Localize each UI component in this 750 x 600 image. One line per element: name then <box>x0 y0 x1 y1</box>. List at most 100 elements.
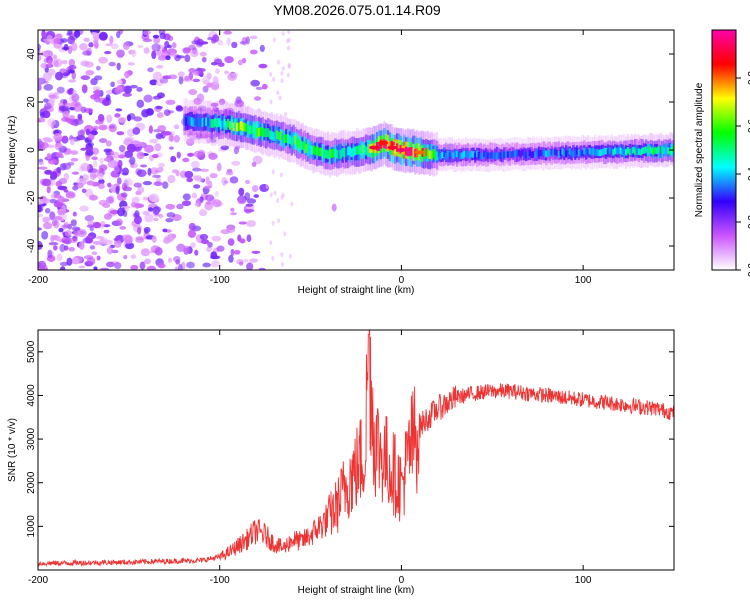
ridge-cell <box>243 122 246 132</box>
ridge-peak <box>369 145 380 150</box>
noise-blob <box>239 261 244 266</box>
noise-blob <box>287 63 291 69</box>
noise-blob <box>205 176 210 185</box>
spectrogram-y-ticks: -40 -20 0 20 40 <box>26 48 674 253</box>
noise-blob <box>81 188 87 193</box>
noise-blob <box>212 34 220 43</box>
noise-blob <box>116 49 125 58</box>
noise-blob <box>49 211 56 221</box>
noise-blob <box>136 87 143 92</box>
ridge-cell <box>406 147 410 157</box>
noise-blob <box>71 71 76 80</box>
noise-blob <box>265 183 269 189</box>
ridge-cell <box>246 125 250 135</box>
noise-blob <box>77 113 83 120</box>
noise-blob <box>41 30 46 39</box>
noise-blob <box>159 32 166 40</box>
noise-blob <box>167 44 172 49</box>
ridge-cell <box>297 139 301 149</box>
noise-blob <box>113 262 122 270</box>
noise-blob <box>212 199 222 208</box>
noise-blob <box>199 168 210 173</box>
noise-blob <box>69 237 78 244</box>
snr-series-line <box>38 330 674 568</box>
ridge-cell <box>554 148 557 155</box>
noise-blob <box>87 142 95 147</box>
noise-blob <box>105 94 111 101</box>
noise-blob <box>107 160 118 169</box>
colorbar-tick-label: 0.6 <box>747 119 750 133</box>
ridge-cell <box>359 146 362 155</box>
ridge-cell <box>490 151 493 159</box>
ridge-cell <box>365 146 368 156</box>
ridge-cell <box>455 150 459 158</box>
noise-blob <box>50 179 56 187</box>
ridge-cell <box>583 147 586 155</box>
noise-blob <box>108 61 116 67</box>
ridge-cell <box>265 128 268 138</box>
ridge-cell <box>234 119 237 129</box>
noise-blob <box>193 150 203 158</box>
noise-blob <box>139 261 146 270</box>
ridge-cell <box>563 150 566 157</box>
ridge-cell <box>612 149 615 156</box>
noise-blob <box>211 235 222 242</box>
ridge-cell <box>308 145 312 154</box>
noise-blob <box>148 193 159 203</box>
noise-blob <box>38 54 42 62</box>
x-tick-label: 0 <box>399 575 405 586</box>
noise-blob <box>249 35 258 40</box>
colorbar-tick-label: 0.8 <box>747 71 750 85</box>
ridge-cell <box>192 118 195 127</box>
ridge-cell <box>339 149 343 159</box>
noise-blob <box>178 75 184 85</box>
noise-blob <box>208 152 218 160</box>
noise-blob <box>199 51 207 57</box>
colorbar-gradient <box>711 29 737 271</box>
noise-blob <box>50 234 55 243</box>
ridge-cell <box>288 135 292 145</box>
ridge-cell <box>426 149 430 158</box>
noise-blob <box>184 170 194 179</box>
noise-blob <box>140 164 148 168</box>
noise-blob <box>91 174 99 178</box>
noise-blob <box>122 92 132 97</box>
noise-blob <box>227 238 235 246</box>
ridge-cell <box>454 150 457 157</box>
snr-x-label: Height of straight line (km) <box>298 585 415 596</box>
noise-blob <box>52 58 63 68</box>
noise-blob <box>249 49 258 55</box>
noise-blob <box>42 137 51 141</box>
ridge-cell <box>584 149 588 156</box>
noise-blob <box>109 35 114 44</box>
ridge-cell <box>336 149 339 159</box>
noise-blob <box>58 102 64 106</box>
noise-blob <box>105 196 114 204</box>
noise-blob <box>61 59 68 65</box>
ridge-cell <box>219 120 223 130</box>
noise-blob <box>254 96 262 101</box>
noise-blob <box>98 31 108 41</box>
noise-blob <box>251 250 261 254</box>
noise-blob <box>286 38 290 44</box>
ridge-cell <box>225 121 228 130</box>
y-tick-label: 3000 <box>26 428 37 451</box>
noise-blob <box>259 44 265 52</box>
noise-blob <box>202 262 211 268</box>
noise-blob <box>182 193 191 201</box>
noise-blob <box>210 251 218 259</box>
noise-blob <box>127 62 135 66</box>
noise-blob <box>165 203 176 210</box>
ridge-cell <box>648 146 651 153</box>
noise-blob <box>167 257 172 263</box>
ridge-cell <box>541 149 544 157</box>
noise-blob <box>124 71 130 79</box>
ridge-cell <box>261 127 264 137</box>
noise-blob <box>201 56 207 63</box>
ridge-cell <box>597 149 601 157</box>
noise-blob <box>255 86 263 90</box>
figure-title: YM08.2026.075.01.14.R09 <box>273 2 441 18</box>
noise-blob <box>198 209 208 217</box>
ridge-cell <box>534 151 537 159</box>
noise-blob <box>231 160 241 166</box>
